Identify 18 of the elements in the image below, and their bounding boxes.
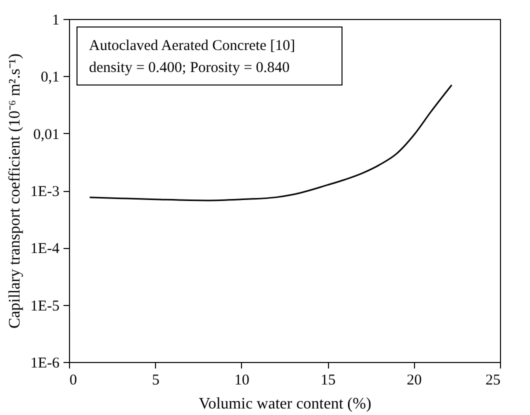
x-axis-title: Volumic water content (%) — [198, 396, 372, 412]
x-tick-label: 5 — [152, 372, 160, 388]
y-tick-label: 1E-6 — [30, 356, 60, 372]
x-tick-label: 15 — [320, 372, 336, 388]
y-tick-label: 1 — [52, 12, 60, 28]
line-series — [88, 84, 452, 202]
x-tick-label: 0 — [70, 372, 77, 388]
annotation: density = 0.400; Porosity = 0.840 — [89, 60, 290, 76]
y-tick-label: 1E-4 — [30, 241, 60, 258]
y-tick-label: 1E-3 — [30, 184, 60, 200]
y-tick-label: 0,1 — [40, 70, 60, 86]
annotation: Autoclaved Aerated Concrete [10] — [89, 38, 296, 54]
x-tick-label: 25 — [486, 372, 500, 388]
x-tick-label: 10 — [234, 372, 250, 388]
y-tick-label: 0,01 — [33, 126, 60, 143]
y-axis-title: Capillary transport coefficient (10⁻⁶ m².s⁻¹) — [6, 53, 24, 329]
y-tick-label: 1E-5 — [30, 298, 60, 314]
x-tick-label: 20 — [406, 372, 422, 388]
